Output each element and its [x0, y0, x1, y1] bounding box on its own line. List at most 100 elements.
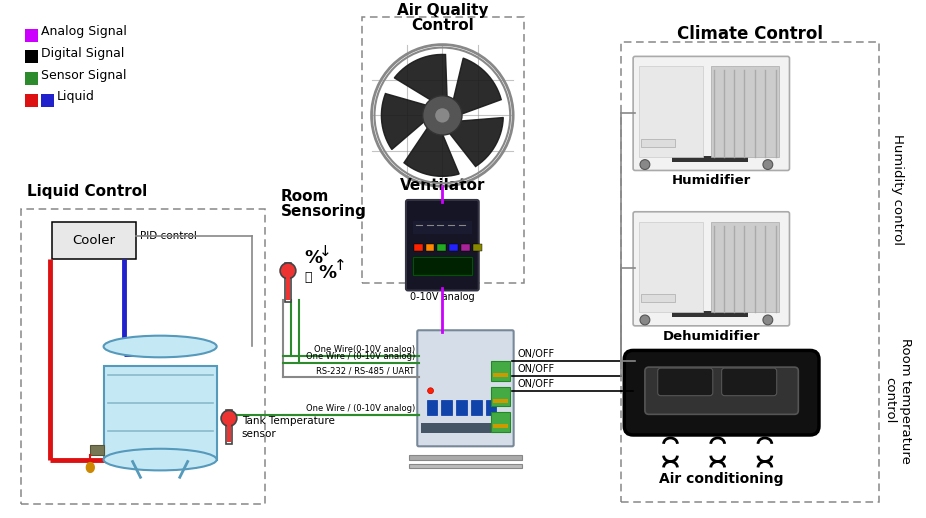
- Text: Liquid Control: Liquid Control: [28, 184, 147, 199]
- Bar: [449, 244, 458, 251]
- Text: ON/OFF: ON/OFF: [517, 349, 554, 359]
- Bar: [711, 66, 779, 157]
- Text: Control: Control: [411, 18, 474, 33]
- Circle shape: [640, 315, 650, 325]
- Polygon shape: [447, 118, 503, 166]
- Text: PID control: PID control: [141, 232, 197, 241]
- Circle shape: [763, 160, 773, 169]
- Bar: [639, 222, 703, 312]
- Text: Room temperature
control: Room temperature control: [883, 338, 911, 464]
- Text: Air conditioning: Air conditioning: [659, 472, 784, 486]
- FancyBboxPatch shape: [624, 350, 819, 435]
- FancyBboxPatch shape: [418, 330, 514, 447]
- Bar: [493, 424, 508, 428]
- Bar: [25, 29, 38, 41]
- Circle shape: [280, 263, 295, 279]
- Bar: [442, 399, 452, 415]
- Bar: [491, 387, 510, 407]
- Bar: [21, 209, 266, 504]
- Text: %: %: [319, 264, 336, 282]
- Bar: [491, 361, 510, 381]
- Bar: [41, 94, 54, 107]
- Bar: [641, 139, 675, 147]
- Text: Ventilator: Ventilator: [400, 178, 485, 193]
- Polygon shape: [404, 125, 459, 176]
- Bar: [413, 221, 472, 234]
- Text: Cooler: Cooler: [72, 234, 115, 247]
- Bar: [461, 244, 469, 251]
- Text: Sensoring: Sensoring: [282, 204, 367, 219]
- FancyBboxPatch shape: [657, 368, 713, 396]
- Polygon shape: [382, 94, 430, 150]
- Bar: [470, 399, 482, 415]
- Bar: [493, 399, 508, 402]
- Circle shape: [371, 45, 513, 186]
- Text: Humidity control: Humidity control: [891, 134, 904, 244]
- Polygon shape: [453, 58, 501, 116]
- Bar: [227, 418, 231, 442]
- Text: Air Quality: Air Quality: [397, 3, 489, 18]
- Circle shape: [434, 108, 450, 123]
- Bar: [427, 399, 437, 415]
- Bar: [25, 50, 38, 63]
- Bar: [284, 263, 292, 302]
- Text: 0-10V analog: 0-10V analog: [410, 292, 475, 303]
- Text: sensor: sensor: [242, 429, 277, 439]
- Bar: [226, 410, 232, 444]
- Bar: [672, 311, 748, 317]
- Bar: [426, 244, 434, 251]
- Bar: [52, 222, 135, 259]
- Circle shape: [428, 388, 433, 394]
- Text: ON/OFF: ON/OFF: [517, 364, 554, 374]
- Text: %: %: [305, 249, 323, 267]
- Text: 💧: 💧: [305, 271, 312, 284]
- Bar: [641, 294, 675, 302]
- Text: ON/OFF: ON/OFF: [517, 379, 554, 389]
- Bar: [457, 399, 467, 415]
- Bar: [409, 455, 522, 459]
- Bar: [420, 423, 510, 433]
- Bar: [409, 465, 522, 468]
- Circle shape: [640, 160, 650, 169]
- Text: Sensor Signal: Sensor Signal: [41, 68, 127, 81]
- Bar: [414, 244, 422, 251]
- Text: Climate Control: Climate Control: [677, 25, 823, 42]
- Bar: [485, 399, 496, 415]
- Circle shape: [763, 315, 773, 325]
- Bar: [493, 373, 508, 377]
- Bar: [639, 66, 703, 157]
- Ellipse shape: [104, 449, 217, 470]
- Text: Dehumidifier: Dehumidifier: [662, 329, 760, 342]
- Bar: [711, 222, 779, 312]
- Bar: [491, 412, 510, 432]
- Text: RS-232 / RS-485 / UART: RS-232 / RS-485 / UART: [317, 366, 415, 375]
- Text: One Wire / (0-10V analog): One Wire / (0-10V analog): [306, 352, 415, 361]
- FancyBboxPatch shape: [406, 200, 479, 291]
- FancyBboxPatch shape: [644, 367, 798, 414]
- Bar: [362, 17, 524, 283]
- Bar: [413, 257, 472, 275]
- Circle shape: [422, 96, 462, 135]
- Text: Humidifier: Humidifier: [671, 174, 751, 187]
- Polygon shape: [394, 54, 447, 102]
- Text: Room: Room: [282, 189, 330, 204]
- Ellipse shape: [104, 336, 217, 357]
- Bar: [25, 72, 38, 85]
- Text: One Wire / (0-10V analog): One Wire / (0-10V analog): [306, 405, 415, 413]
- Text: ↑: ↑: [334, 258, 347, 274]
- Circle shape: [221, 410, 237, 426]
- Text: Liquid: Liquid: [56, 90, 94, 103]
- Text: Digital Signal: Digital Signal: [41, 47, 124, 60]
- Bar: [437, 244, 446, 251]
- Text: ↓: ↓: [319, 243, 332, 258]
- Text: Tank Temperature: Tank Temperature: [242, 416, 334, 426]
- Bar: [621, 41, 879, 502]
- FancyBboxPatch shape: [633, 56, 790, 170]
- FancyBboxPatch shape: [633, 212, 790, 326]
- Bar: [25, 94, 38, 107]
- Polygon shape: [86, 463, 94, 472]
- Bar: [473, 244, 482, 251]
- Bar: [286, 271, 290, 300]
- FancyBboxPatch shape: [721, 368, 777, 396]
- Bar: [91, 445, 104, 455]
